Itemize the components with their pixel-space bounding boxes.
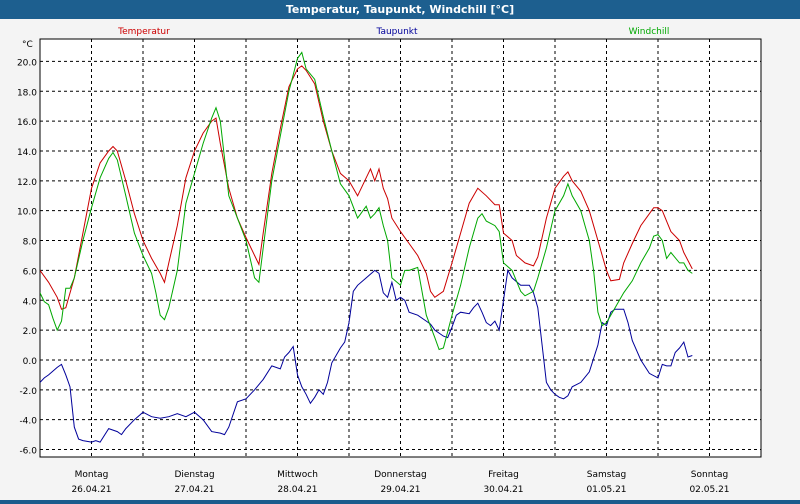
x-tick-date: 28.04.21 xyxy=(277,485,317,495)
chart-title: Temperatur, Taupunkt, Windchill [°C] xyxy=(0,0,800,19)
x-tick-date: 01.05.21 xyxy=(586,485,626,495)
y-tick-label: -6.0 xyxy=(19,447,37,457)
y-axis-unit: °C xyxy=(22,40,33,50)
x-tick-date: 26.04.21 xyxy=(71,485,111,495)
y-tick-label: 14.0 xyxy=(17,148,37,158)
temperature-chart: -6.0 -4.0 -2.0 0.0 2.0 4.0 6.0 8.0 10.0 12.0 14.0 1… xyxy=(17,27,762,495)
x-tick-date: 30.04.21 xyxy=(483,485,523,495)
x-tick-day: Sonntag xyxy=(691,470,728,480)
y-tick-label: 4.0 xyxy=(23,297,38,307)
y-tick-label: 20.0 xyxy=(17,58,37,68)
x-tick-day: Donnerstag xyxy=(374,470,427,480)
x-tick-date: 29.04.21 xyxy=(380,485,420,495)
y-tick-label: 0.0 xyxy=(23,357,38,367)
x-tick-day: Dienstag xyxy=(174,470,214,480)
y-tick-label: 12.0 xyxy=(17,178,37,188)
y-tick-label: 16.0 xyxy=(17,118,37,128)
y-tick-label: 10.0 xyxy=(17,208,37,218)
y-tick-label: -4.0 xyxy=(19,417,37,427)
x-tick-day: Freitag xyxy=(488,470,519,480)
x-tick-day: Mittwoch xyxy=(277,470,318,480)
x-tick-day: Montag xyxy=(75,470,109,480)
x-tick-day: Samstag xyxy=(587,470,626,480)
series-line-temperatur xyxy=(40,65,693,310)
legend-temperatur: Temperatur xyxy=(117,27,170,37)
y-tick-label: -2.0 xyxy=(19,387,37,397)
y-tick-label: 8.0 xyxy=(23,238,38,248)
chart-area: -6.0 -4.0 -2.0 0.0 2.0 4.0 6.0 8.0 10.0 12.0 14.0 1… xyxy=(0,19,800,500)
x-tick-date: 27.04.21 xyxy=(174,485,214,495)
y-tick-label: 18.0 xyxy=(17,88,37,98)
x-tick-date: 02.05.21 xyxy=(689,485,729,495)
legend-taupunkt: Taupunkt xyxy=(375,27,418,37)
series-line-windchill xyxy=(40,51,693,351)
legend-windchill: Windchill xyxy=(629,27,670,37)
y-tick-label: 6.0 xyxy=(23,267,38,277)
series-line-taupunkt xyxy=(40,268,693,443)
y-tick-label: 2.0 xyxy=(23,327,38,337)
